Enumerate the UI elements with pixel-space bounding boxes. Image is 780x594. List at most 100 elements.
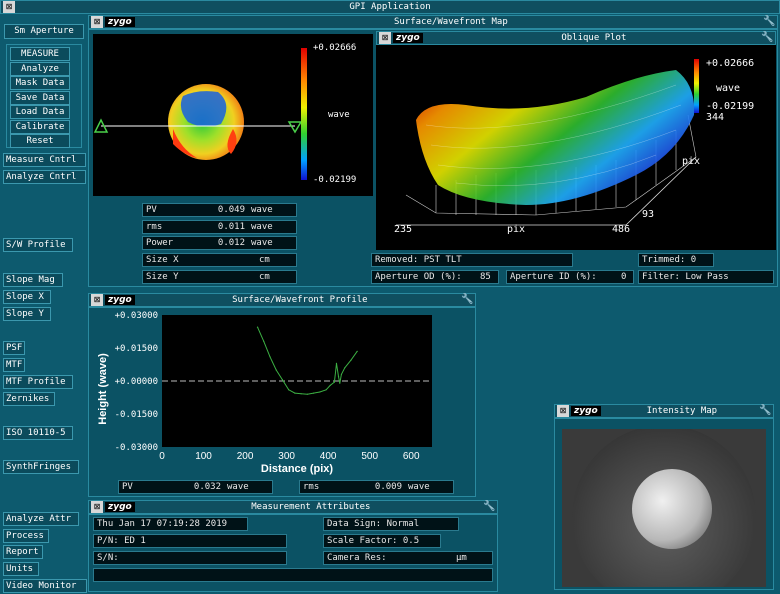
oblique-x-axis-end: 486 (612, 224, 631, 235)
oblique-axis-y (625, 156, 697, 226)
oblique-titlebar: ⊠ zygo Oblique Plot 🔧 (376, 31, 776, 45)
stat-value (199, 254, 259, 266)
x-tick-label: 300 (278, 451, 295, 462)
intensity-inner-disc (632, 469, 712, 549)
profile-data-point (350, 359, 352, 361)
intensity-svg (572, 425, 756, 594)
mtf-button[interactable]: MTF (3, 358, 25, 372)
oblique-scale-unit: wave (716, 83, 741, 94)
analyze-cntrl-button[interactable]: Analyze Cntrl (3, 170, 86, 184)
y-tick-label: -0.01500 (115, 410, 158, 420)
pn-field: P/N: ED 1 (93, 534, 287, 548)
measure-cntrl-button[interactable]: Measure Cntrl (3, 153, 86, 167)
wrench-icon[interactable]: 🔧 (763, 16, 776, 27)
slope-y-button[interactable]: Slope Y (3, 307, 51, 321)
scale-factor-text: Scale Factor: 0.5 (327, 536, 420, 546)
wrench-icon[interactable]: 🔧 (761, 32, 774, 43)
load-data-button[interactable]: Load Data (10, 105, 70, 119)
close-icon[interactable]: ⊠ (3, 1, 15, 13)
profile-data-point (339, 382, 341, 384)
aperture-od-value: 85 (480, 272, 491, 282)
close-icon[interactable]: ⊠ (379, 32, 391, 44)
profile-data-point (333, 381, 335, 383)
oblique-svg (396, 59, 699, 226)
sw-map-title: Surface/Wavefront Map (393, 17, 508, 27)
close-icon[interactable]: ⊠ (91, 16, 103, 28)
measure-button[interactable]: MEASURE (10, 47, 70, 61)
wrench-icon[interactable]: 🔧 (483, 501, 496, 512)
stat-size-y-field: Size Y cm (142, 270, 297, 284)
reset-button[interactable]: Reset (10, 134, 70, 148)
intensity-title: Intensity Map (646, 406, 718, 416)
attrs-title: Measurement Attributes (251, 502, 371, 512)
trimmed-text: Trimmed: 0 (642, 255, 697, 265)
oblique-x-axis-start: 235 (394, 224, 413, 235)
mask-data-button[interactable]: Mask Data (10, 76, 70, 90)
map-scale-max: +0.02666 (313, 43, 357, 53)
y-tick-label: +0.00000 (115, 377, 158, 387)
process-button[interactable]: Process (3, 529, 49, 543)
app-titlebar: ⊠ GPI Application ⊠ (0, 0, 780, 14)
slope-mag-button[interactable]: Slope Mag (3, 273, 63, 287)
camera-res-field: Camera Res: µm (323, 551, 493, 565)
video-monitor-button[interactable]: Video Monitor (3, 579, 87, 593)
zygo-logo: zygo (105, 295, 135, 305)
notes-field[interactable] (93, 568, 493, 582)
aperture-od-field: Aperture OD (%): 85 (371, 270, 499, 284)
profile-rms-field: rms 0.009 wave (299, 480, 454, 494)
profile-data-point (340, 373, 343, 375)
pn-text: P/N: ED 1 (97, 536, 146, 546)
zernikes-button[interactable]: Zernikes (3, 392, 55, 406)
units-button[interactable]: Units (3, 562, 39, 576)
filter-field: Filter: Low Pass (638, 270, 774, 284)
sn-field: S/N: (93, 551, 287, 565)
stat-unit: cm (259, 255, 270, 265)
surface-map-plot (93, 34, 373, 196)
sw-profile-button[interactable]: S/W Profile (3, 238, 73, 252)
surface-blue-region (180, 91, 227, 127)
oblique-x-axis-label: pix (507, 224, 526, 235)
stat-pv-field: PV 0.049 wave (142, 203, 297, 217)
oblique-title: Oblique Plot (561, 33, 627, 43)
removed-text: Removed: PST TLT (375, 255, 462, 265)
slope-x-button[interactable]: Slope X (3, 290, 51, 304)
stat-name: PV (146, 205, 157, 215)
sidebar: Sm Aperture MEASURE Analyze Mask Data Sa… (0, 14, 88, 594)
wrench-icon[interactable]: 🔧 (759, 405, 772, 416)
surface-red-region (173, 129, 197, 158)
analyze-attr-button[interactable]: Analyze Attr (3, 512, 79, 526)
stat-value: 0.012 (217, 238, 245, 248)
save-data-button[interactable]: Save Data (10, 91, 70, 105)
profile-start-marker[interactable] (93, 118, 109, 133)
sm-aperture-button[interactable]: Sm Aperture (4, 24, 84, 39)
intensity-titlebar: ⊠ zygo Intensity Map 🔧 (554, 404, 774, 418)
iso-10110-5-button[interactable]: ISO 10110-5 (3, 426, 73, 440)
close-icon[interactable]: ⊠ (91, 294, 103, 306)
sn-text: S/N: (97, 553, 119, 563)
profile-end-marker[interactable] (287, 121, 303, 134)
stat-name: PV (122, 482, 133, 492)
synthfringes-button[interactable]: SynthFringes (3, 460, 79, 474)
profile-data-point (281, 379, 284, 381)
wrench-icon[interactable]: 🔧 (461, 294, 474, 305)
close-icon[interactable]: ⊠ (91, 501, 103, 513)
calibrate-button[interactable]: Calibrate (10, 120, 70, 134)
report-button[interactable]: Report (3, 545, 43, 559)
stat-unit: wave (251, 205, 273, 215)
map-scale-unit: wave (328, 110, 350, 120)
trimmed-field: Trimmed: 0 (638, 253, 714, 267)
aperture-id-label: Aperture ID (%): (510, 272, 597, 282)
analyze-button[interactable]: Analyze (10, 62, 70, 76)
profile-data-point (356, 350, 358, 352)
x-tick-label: 600 (403, 451, 420, 462)
close-icon[interactable]: ⊠ (557, 405, 569, 417)
oblique-scale-max: +0.02666 (706, 58, 755, 69)
mtf-profile-button[interactable]: MTF Profile (3, 375, 73, 389)
data-sign-text: Data Sign: Normal (327, 519, 420, 529)
profile-title: Surface/Wavefront Profile (232, 295, 368, 305)
map-colorbar (301, 48, 307, 180)
psf-button[interactable]: PSF (3, 341, 25, 355)
stat-rms-field: rms 0.011 wave (142, 220, 297, 234)
profile-data-point (263, 340, 265, 342)
oblique-mesh (425, 84, 682, 186)
